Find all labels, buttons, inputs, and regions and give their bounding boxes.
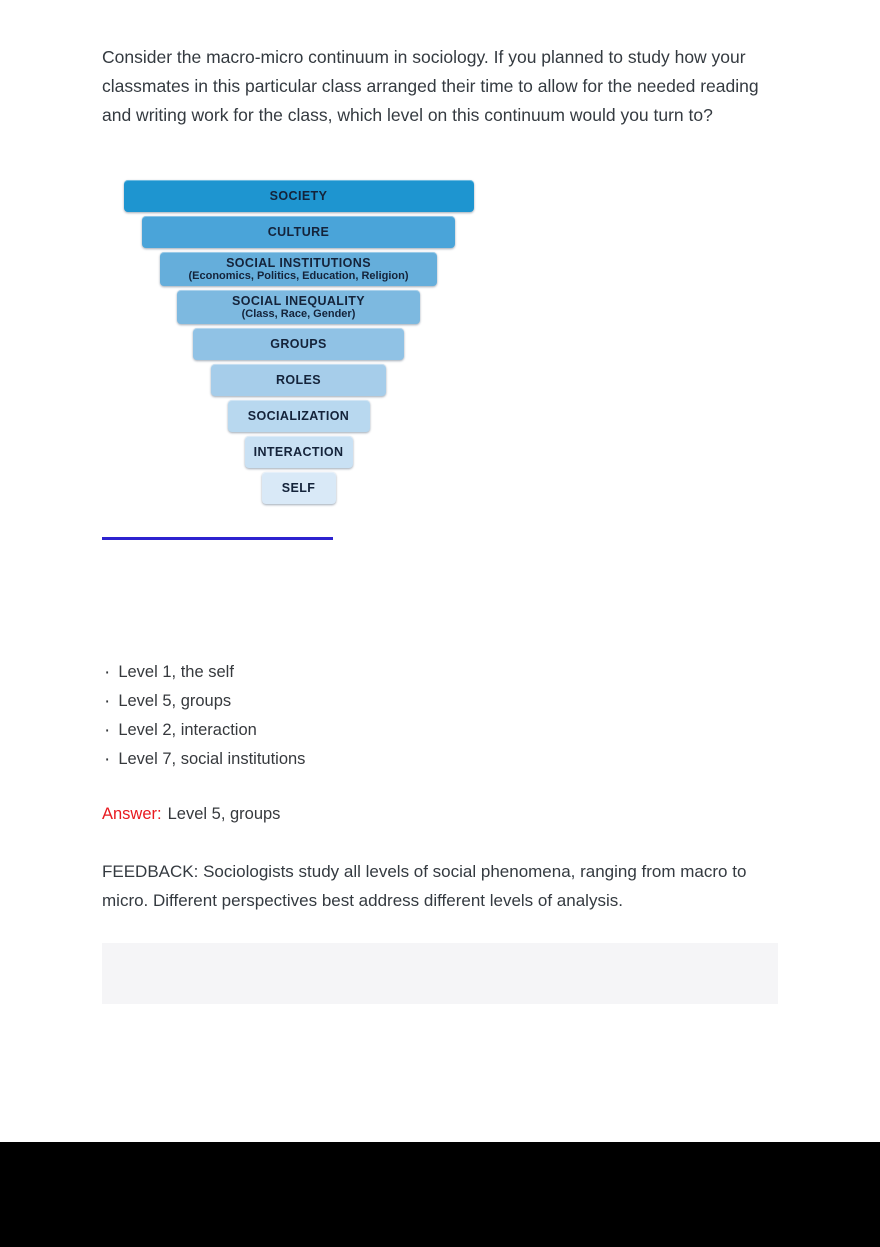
diagram-level-sublabel: (Economics, Politics, Education, Religio…: [188, 269, 409, 282]
option-item-level-5-groups: · Level 5, groups: [104, 687, 305, 716]
empty-gray-panel: [102, 943, 778, 1004]
diagram-level-label: CULTURE: [267, 225, 330, 239]
diagram-level-label: ROLES: [275, 373, 322, 387]
options-list: · Level 1, the self · Level 5, groups · …: [104, 658, 305, 774]
bullet-icon: ·: [104, 691, 111, 712]
diagram-level-roles: ROLES: [211, 364, 386, 396]
continuum-diagram: SOCIETY CULTURE SOCIAL INSTITUTIONS (Eco…: [102, 180, 495, 504]
answer-label: Answer:: [102, 805, 162, 823]
diagram-level-label: INTERACTION: [253, 445, 344, 459]
option-item-level-7-social-institutions: · Level 7, social institutions: [104, 745, 305, 774]
diagram-level-label: SOCIETY: [269, 189, 328, 203]
bullet-icon: ·: [104, 749, 111, 770]
diagram-level-sublabel: (Class, Race, Gender): [241, 307, 356, 320]
diagram-level-social-institutions: SOCIAL INSTITUTIONS (Economics, Politics…: [160, 252, 437, 286]
option-label: Level 1, the self: [118, 663, 234, 681]
blank-answer-link-underline[interactable]: [102, 537, 333, 540]
option-label: Level 2, interaction: [118, 721, 257, 739]
option-label: Level 7, social institutions: [118, 750, 306, 768]
diagram-level-label: GROUPS: [270, 337, 327, 351]
diagram-level-interaction: INTERACTION: [244, 436, 353, 468]
diagram-level-culture: CULTURE: [142, 216, 455, 248]
feedback-text: FEEDBACK: Sociologists study all levels …: [102, 862, 747, 910]
diagram-level-groups: GROUPS: [193, 328, 404, 360]
diagram-level-socialization: SOCIALIZATION: [227, 400, 370, 432]
answer-text: Level 5, groups: [167, 805, 281, 823]
option-label: Level 5, groups: [118, 692, 232, 710]
bullet-icon: ·: [104, 662, 111, 683]
diagram-level-self: SELF: [261, 472, 336, 504]
diagram-level-society: SOCIETY: [123, 180, 474, 212]
answer-line: Answer: Level 5, groups: [102, 802, 280, 826]
bullet-icon: ·: [104, 720, 111, 741]
diagram-level-label: SOCIALIZATION: [247, 409, 350, 423]
footer-black-bar: [0, 1142, 880, 1247]
diagram-level-label: SOCIAL INSTITUTIONS: [226, 255, 371, 270]
diagram-level-label: SELF: [281, 481, 316, 495]
diagram-level-social-inequality: SOCIAL INEQUALITY (Class, Race, Gender): [177, 290, 420, 324]
question-text: Consider the macro-micro continuum in so…: [102, 47, 759, 125]
option-item-level-2-interaction: · Level 2, interaction: [104, 716, 305, 745]
option-item-level-1-the-self: · Level 1, the self: [104, 658, 305, 687]
diagram-level-label: SOCIAL INEQUALITY: [232, 293, 365, 308]
